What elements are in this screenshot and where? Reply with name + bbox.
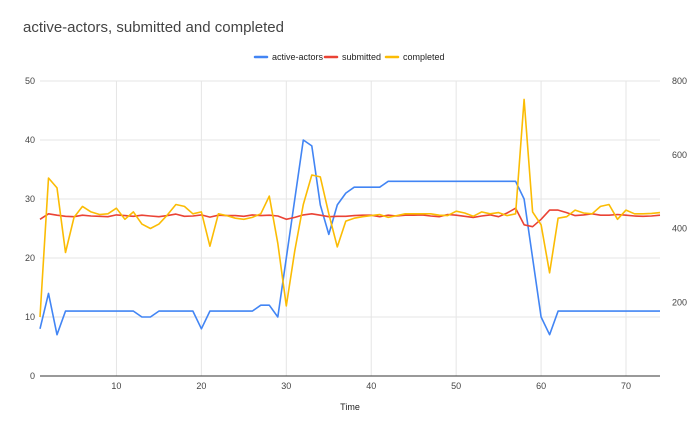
series-line-active-actors — [39, 139, 660, 336]
x-axis-label: Time — [340, 402, 360, 412]
y-left-tick-label: 20 — [25, 253, 35, 263]
legend-label: submitted — [342, 52, 381, 62]
x-tick-label: 30 — [281, 381, 291, 391]
chart-title: active-actors, submitted and completed — [23, 19, 284, 36]
x-tick-label: 10 — [111, 381, 121, 391]
x-tick-label: 20 — [196, 381, 206, 391]
x-tick-label: 40 — [366, 381, 376, 391]
y-right-tick-label: 600 — [672, 150, 687, 160]
legend-label: completed — [403, 52, 445, 62]
y-right-tick-label: 800 — [672, 76, 687, 86]
y-left-tick-label: 0 — [30, 371, 35, 381]
x-tick-label: 50 — [451, 381, 461, 391]
x-tick-label: 70 — [621, 381, 631, 391]
y-right-tick-label: 200 — [672, 297, 687, 307]
legend-label: active-actors — [272, 52, 324, 62]
y-left-tick-label: 30 — [25, 194, 35, 204]
series-line-submitted — [39, 207, 661, 228]
x-tick-label: 60 — [536, 381, 546, 391]
y-right-tick-label: 400 — [672, 224, 687, 234]
y-left-tick-label: 40 — [25, 135, 35, 145]
series-line-completed — [39, 98, 661, 318]
y-left-tick-label: 10 — [25, 312, 35, 322]
y-left-tick-label: 50 — [25, 76, 35, 86]
